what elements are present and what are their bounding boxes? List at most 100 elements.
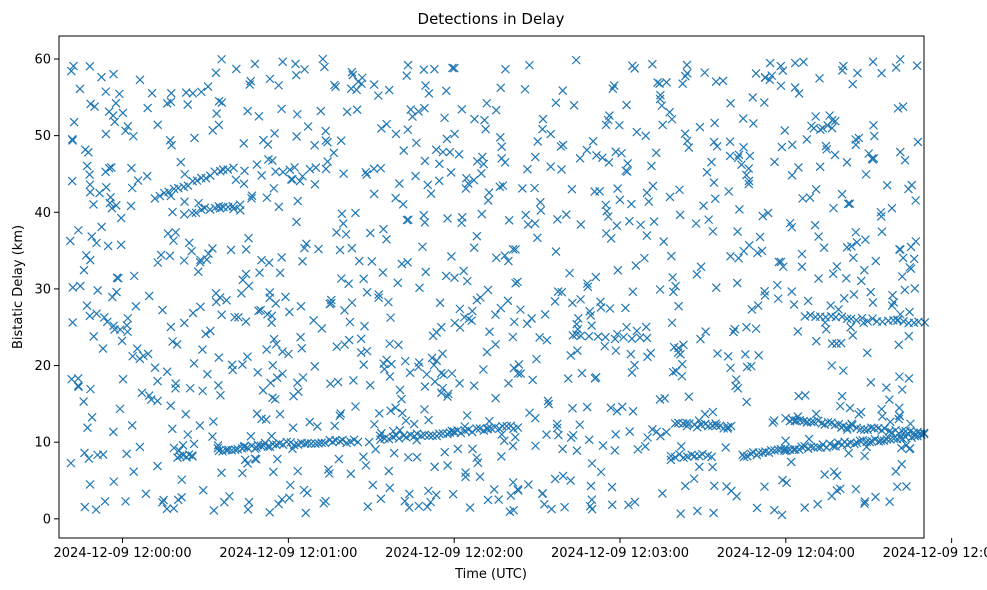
data-point-x-marker — [216, 390, 225, 400]
data-point-x-marker — [143, 103, 153, 113]
y-tick-label: 60 — [34, 52, 51, 67]
data-point-x-marker — [682, 60, 692, 70]
data-point-x-marker — [158, 305, 167, 315]
data-point-x-marker — [682, 136, 692, 146]
data-point-x-marker — [428, 431, 438, 441]
data-point-x-marker — [849, 290, 859, 299]
x-tick-label: 2024-12-09 12:02:00 — [385, 546, 523, 561]
data-point-x-marker — [266, 378, 276, 388]
data-point-x-marker — [603, 212, 613, 221]
data-point-x-marker — [448, 489, 458, 499]
data-point-x-marker — [786, 457, 796, 467]
data-point-x-marker — [189, 439, 199, 449]
data-point-x-marker — [862, 442, 872, 452]
data-point-x-marker — [615, 195, 625, 205]
data-point-x-marker — [336, 136, 346, 146]
data-point-x-marker — [575, 153, 585, 163]
data-point-x-marker — [799, 57, 808, 67]
data-point-x-marker — [535, 332, 545, 342]
data-point-x-marker — [841, 273, 851, 283]
data-point-x-marker — [742, 322, 751, 332]
data-point-x-marker — [689, 474, 699, 484]
data-point-x-marker — [352, 105, 362, 115]
data-point-x-marker — [868, 314, 877, 324]
data-point-x-marker — [758, 211, 768, 221]
data-point-x-marker — [829, 203, 838, 213]
data-point-x-marker — [723, 422, 733, 432]
data-point-x-marker — [606, 234, 616, 243]
data-point-x-marker — [92, 238, 101, 248]
data-point-x-marker — [82, 161, 92, 171]
data-point-x-marker — [848, 79, 858, 89]
data-point-x-marker — [352, 85, 362, 95]
data-point-x-marker — [270, 394, 280, 404]
data-point-x-marker — [192, 176, 202, 185]
data-point-x-marker — [195, 421, 205, 430]
data-point-x-marker — [653, 78, 662, 87]
data-point-x-marker — [346, 469, 356, 479]
data-point-x-marker — [503, 256, 513, 266]
data-point-x-marker — [234, 312, 243, 322]
data-point-x-marker — [467, 316, 477, 326]
data-point-x-marker — [384, 85, 394, 95]
data-point-x-marker — [384, 434, 394, 444]
data-point-x-marker — [354, 256, 364, 266]
data-point-x-marker — [431, 145, 441, 155]
data-point-x-marker — [481, 124, 491, 134]
data-point-x-marker — [379, 364, 389, 374]
data-point-x-marker — [93, 286, 103, 295]
data-point-x-marker — [584, 331, 594, 341]
data-point-x-marker — [818, 123, 828, 133]
data-point-x-marker — [90, 102, 100, 112]
data-point-x-marker — [800, 390, 810, 400]
data-point-x-marker — [318, 54, 328, 64]
data-point-x-marker — [310, 140, 320, 150]
data-point-x-marker — [138, 351, 148, 361]
data-point-x-marker — [528, 375, 538, 385]
data-point-x-marker — [85, 480, 95, 489]
data-point-x-marker — [291, 70, 301, 80]
data-point-x-marker — [155, 191, 165, 201]
data-point-x-marker — [403, 215, 413, 225]
data-point-x-marker — [414, 107, 423, 116]
data-point-x-marker — [359, 360, 369, 370]
data-point-x-marker — [495, 132, 505, 142]
data-point-x-marker — [239, 139, 249, 148]
data-point-x-marker — [737, 160, 746, 170]
data-point-x-marker — [733, 227, 742, 236]
data-point-x-marker — [229, 204, 239, 214]
data-point-x-marker — [241, 245, 251, 254]
data-point-x-marker — [174, 446, 184, 456]
data-point-x-marker — [668, 272, 678, 282]
data-point-x-marker — [674, 301, 684, 311]
data-point-x-marker — [271, 440, 281, 450]
data-point-x-marker — [702, 167, 712, 177]
data-point-x-marker — [813, 499, 823, 509]
data-point-x-marker — [540, 310, 550, 319]
data-point-x-marker — [213, 380, 223, 390]
data-point-x-marker — [558, 86, 568, 96]
data-point-x-marker — [340, 340, 350, 350]
data-point-x-marker — [189, 358, 199, 368]
data-point-x-marker — [491, 339, 500, 349]
data-point-x-marker — [699, 201, 708, 211]
data-point-x-marker — [238, 360, 247, 369]
data-point-x-marker — [268, 467, 278, 477]
data-point-x-marker — [290, 162, 300, 172]
data-point-x-marker — [711, 283, 721, 293]
data-point-x-marker — [847, 419, 857, 429]
data-point-x-marker — [156, 250, 166, 260]
data-point-x-marker — [66, 66, 76, 76]
data-point-x-marker — [825, 111, 835, 120]
data-point-x-marker — [393, 278, 403, 288]
data-point-x-marker — [320, 62, 329, 72]
data-point-x-marker — [188, 452, 197, 461]
data-point-x-marker — [843, 199, 853, 209]
y-axis-label: Bistatic Delay (km) — [11, 225, 26, 349]
data-point-x-marker — [659, 237, 669, 247]
data-point-x-marker — [612, 221, 622, 231]
data-point-x-marker — [386, 406, 396, 416]
data-point-x-marker — [144, 391, 154, 400]
data-point-x-marker — [745, 151, 755, 161]
data-point-x-marker — [712, 141, 722, 151]
